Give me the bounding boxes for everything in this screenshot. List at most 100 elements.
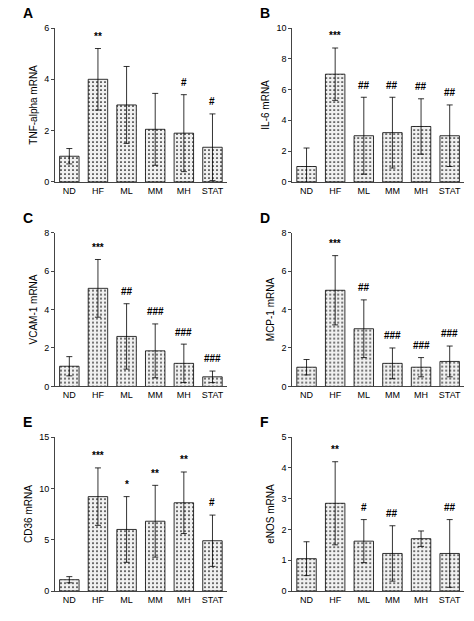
svg-text:4: 4 [44, 74, 49, 84]
svg-text:**: ** [180, 454, 188, 465]
svg-text:1: 1 [281, 555, 286, 565]
svg-text:ND: ND [300, 186, 313, 196]
svg-text:8: 8 [44, 228, 49, 238]
svg-text:0: 0 [281, 586, 286, 596]
svg-text:MM: MM [385, 186, 400, 196]
svg-text:###: ### [384, 330, 401, 341]
svg-text:4: 4 [44, 305, 49, 315]
svg-text:MCP-1 mRNA: MCP-1 mRNA [265, 278, 276, 342]
svg-text:MM: MM [385, 390, 400, 400]
svg-text:##: ## [121, 286, 133, 297]
svg-text:C: C [23, 210, 33, 226]
svg-text:##: ## [415, 81, 427, 92]
svg-text:HF: HF [329, 595, 341, 605]
svg-text:**: ** [331, 444, 339, 455]
svg-text:6: 6 [281, 266, 286, 276]
svg-text:ML: ML [120, 186, 133, 196]
svg-text:###: ### [204, 353, 221, 364]
svg-text:ND: ND [63, 186, 76, 196]
svg-text:HF: HF [92, 595, 104, 605]
svg-text:STAT: STAT [202, 186, 224, 196]
svg-text:MM: MM [148, 186, 163, 196]
svg-text:ND: ND [300, 390, 313, 400]
svg-text:HF: HF [92, 390, 104, 400]
svg-text:ML: ML [358, 595, 371, 605]
svg-text:3: 3 [281, 494, 286, 504]
svg-text:HF: HF [329, 390, 341, 400]
svg-text:#: # [181, 77, 187, 88]
svg-text:***: *** [92, 242, 104, 253]
svg-text:0: 0 [281, 177, 286, 187]
svg-text:ND: ND [63, 595, 76, 605]
svg-text:HF: HF [329, 186, 341, 196]
svg-text:**: ** [151, 468, 159, 479]
svg-text:2: 2 [44, 343, 49, 353]
svg-text:***: *** [92, 450, 104, 461]
svg-text:###: ### [147, 306, 164, 317]
svg-text:2: 2 [44, 126, 49, 136]
svg-text:IL-6 mRNA: IL-6 mRNA [260, 80, 271, 130]
svg-text:MM: MM [385, 595, 400, 605]
svg-text:6: 6 [44, 23, 49, 33]
svg-text:###: ### [413, 340, 430, 351]
svg-text:STAT: STAT [202, 595, 224, 605]
svg-text:5: 5 [281, 432, 286, 442]
svg-text:ND: ND [63, 390, 76, 400]
svg-text:##: ## [444, 87, 456, 98]
svg-text:MH: MH [414, 595, 428, 605]
svg-text:ND: ND [300, 595, 313, 605]
svg-text:15: 15 [39, 432, 49, 442]
svg-text:STAT: STAT [439, 390, 461, 400]
svg-text:HF: HF [92, 186, 104, 196]
svg-text:***: *** [329, 30, 341, 41]
svg-text:4: 4 [281, 115, 286, 125]
svg-text:5: 5 [44, 535, 49, 545]
svg-text:10: 10 [276, 23, 286, 33]
svg-text:ML: ML [120, 390, 133, 400]
svg-text:0: 0 [44, 586, 49, 596]
svg-text:0: 0 [44, 382, 49, 392]
svg-text:6: 6 [44, 266, 49, 276]
svg-text:STAT: STAT [439, 186, 461, 196]
svg-text:MH: MH [177, 186, 191, 196]
svg-text:MM: MM [148, 595, 163, 605]
svg-text:#: # [209, 497, 215, 508]
svg-text:##: ## [358, 282, 370, 293]
svg-text:8: 8 [281, 228, 286, 238]
svg-text:STAT: STAT [439, 595, 461, 605]
svg-text:ML: ML [120, 595, 133, 605]
svg-text:E: E [23, 414, 32, 430]
svg-text:#: # [361, 502, 367, 513]
svg-text:CD36 mRNA: CD36 mRNA [23, 485, 34, 543]
svg-text:ML: ML [358, 390, 371, 400]
svg-text:STAT: STAT [202, 390, 224, 400]
svg-text:***: *** [329, 238, 341, 249]
svg-text:###: ### [175, 327, 192, 338]
svg-text:6: 6 [281, 85, 286, 95]
svg-text:4: 4 [281, 305, 286, 315]
svg-text:**: ** [94, 31, 102, 42]
svg-text:2: 2 [281, 146, 286, 156]
svg-text:#: # [209, 96, 215, 107]
svg-text:MH: MH [177, 390, 191, 400]
svg-text:##: ## [358, 80, 370, 91]
svg-text:B: B [260, 5, 270, 21]
svg-text:F: F [260, 414, 269, 430]
svg-text:MH: MH [177, 595, 191, 605]
svg-text:ML: ML [358, 186, 371, 196]
svg-text:0: 0 [44, 177, 49, 187]
svg-text:MH: MH [414, 390, 428, 400]
svg-text:##: ## [386, 80, 398, 91]
svg-text:10: 10 [39, 484, 49, 494]
svg-text:###: ### [441, 328, 458, 339]
svg-text:A: A [23, 5, 33, 21]
svg-text:2: 2 [281, 343, 286, 353]
svg-text:D: D [260, 210, 270, 226]
svg-text:8: 8 [281, 54, 286, 64]
svg-text:4: 4 [281, 463, 286, 473]
svg-text:##: ## [444, 502, 456, 513]
svg-text:MM: MM [148, 390, 163, 400]
svg-text:*: * [125, 479, 129, 490]
svg-text:MH: MH [414, 186, 428, 196]
svg-text:eNOS mRNA: eNOS mRNA [265, 484, 276, 544]
